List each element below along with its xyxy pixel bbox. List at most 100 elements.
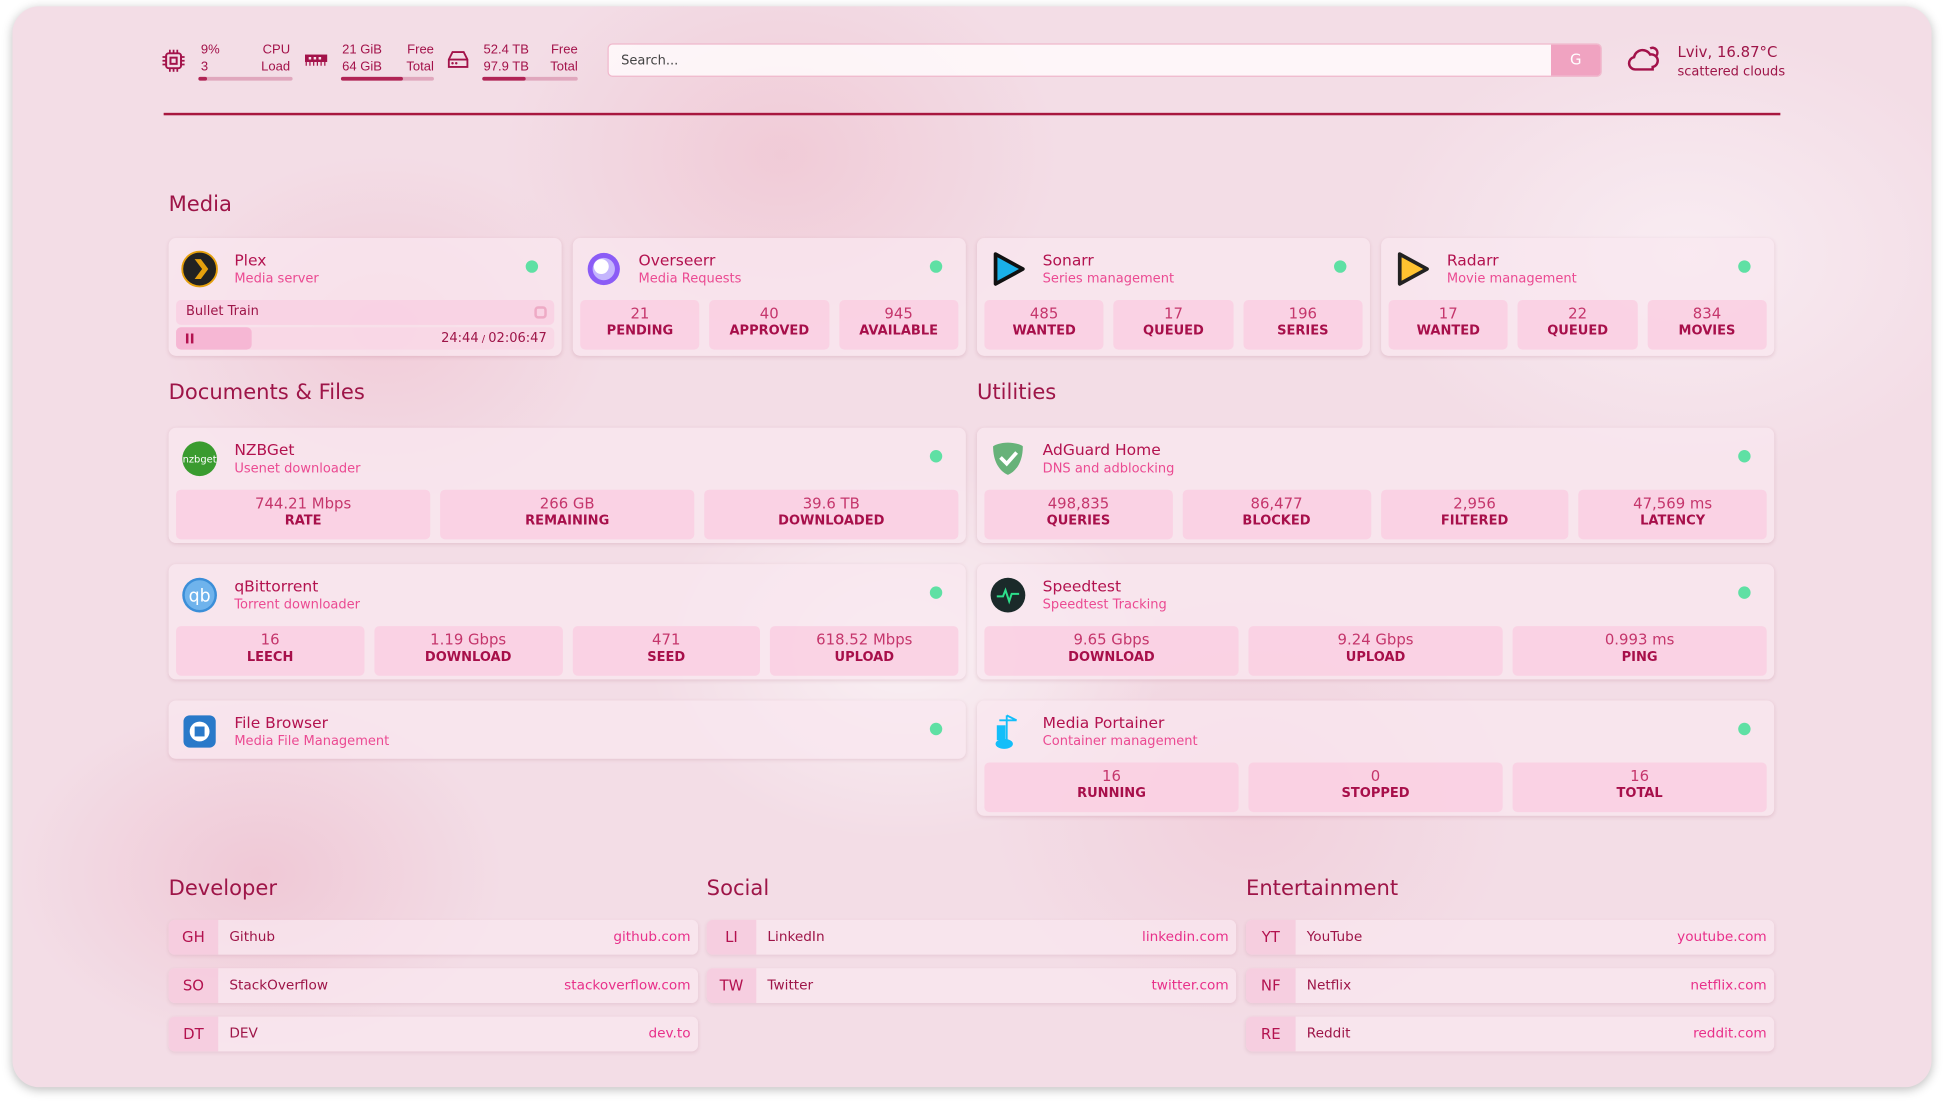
service-description: Usenet downloader — [234, 461, 361, 477]
bookmark-linkedin[interactable]: LI LinkedIn linkedin.com — [706, 919, 1237, 955]
service-stats: 17 WANTED 22 QUEUED 834 MOVIES — [1388, 300, 1767, 350]
service-name: Speedtest — [1042, 576, 1122, 596]
status-dot — [1738, 586, 1751, 599]
status-dot — [1334, 260, 1347, 273]
stat-block: 196 SERIES — [1243, 300, 1363, 350]
bookmark-twitter[interactable]: TW Twitter twitter.com — [706, 968, 1237, 1003]
service-description: Media File Management — [234, 733, 390, 749]
stat-value: 618.52 Mbps — [816, 631, 913, 649]
stat-label: WANTED — [1416, 323, 1480, 339]
filebrowser-icon — [181, 713, 218, 750]
service-name: NZBGet — [234, 440, 295, 459]
service-description: Series management — [1042, 271, 1175, 287]
stat-block: 0 STOPPED — [1248, 762, 1503, 813]
stat-block: 22 QUEUED — [1517, 300, 1638, 350]
cpu-bar — [198, 76, 293, 81]
stat-block: 39.6 TB DOWNLOADED — [704, 489, 959, 540]
stat-label: STOPPED — [1341, 786, 1410, 801]
service-name: qBittorrent — [234, 576, 319, 596]
stat-value: 471 — [652, 631, 681, 649]
bookmark-url[interactable]: linkedin.com — [1142, 928, 1229, 945]
bookmark-dev[interactable]: DT DEV dev.to — [168, 1016, 699, 1052]
stat-block: 834 MOVIES — [1647, 300, 1767, 350]
disk-icon — [447, 51, 469, 68]
bookmark-stackoverflow[interactable]: SO StackOverflow stackoverflow.com — [168, 968, 699, 1003]
stat-label: REMAINING — [525, 513, 610, 529]
service-name: Radarr — [1446, 250, 1499, 270]
stat-value: 0 — [1370, 767, 1381, 785]
service-card-file-browser[interactable]: File Browser Media File Management — [168, 700, 966, 759]
stat-value: 47,569 ms — [1633, 494, 1713, 513]
service-card-media-portainer[interactable]: Media Portainer Container management 16 RUN… — [976, 700, 1775, 816]
bookmark-name: Netflix — [1306, 976, 1352, 994]
stat-label: MOVIES — [1678, 323, 1736, 339]
stat-label: APPROVED — [729, 323, 810, 339]
search-input[interactable] — [608, 44, 1551, 76]
bookmark-name: LinkedIn — [767, 928, 825, 945]
stat-block: 1.19 Gbps DOWNLOAD — [374, 626, 563, 676]
cloud-sun-icon — [1627, 46, 1659, 71]
service-card-sonarr[interactable]: Sonarr Series management 485 WANTED 17 QUEUED… — [976, 238, 1370, 356]
pause-icon[interactable] — [185, 333, 189, 344]
stat-label: SEED — [647, 649, 686, 665]
stat-block: 47,569 ms LATENCY — [1578, 489, 1767, 540]
stat-block: 21 PENDING — [580, 300, 700, 350]
bookmark-group-social: Social — [706, 876, 770, 902]
stat-label: QUEUED — [1143, 323, 1204, 339]
bookmark-netflix[interactable]: NF Netflix netflix.com — [1245, 968, 1775, 1003]
stat-label: LEECH — [246, 649, 294, 665]
bookmark-name: YouTube — [1306, 928, 1363, 945]
service-card-plex[interactable]: Plex Media server Bullet Train 24:44 / 02:0… — [168, 238, 562, 356]
stat-label: RUNNING — [1077, 786, 1146, 801]
service-card-speedtest[interactable]: Speedtest Speedtest Tracking 9.65 Gbps DOWN… — [976, 564, 1775, 680]
current-time: 24:44 — [441, 331, 479, 346]
bookmark-url[interactable]: github.com — [613, 928, 691, 945]
service-description: Movie management — [1446, 271, 1577, 287]
status-dot — [1738, 722, 1751, 736]
service-card-qbittorrent[interactable]: qb qBittorrent Torrent downloader 16 LEECH 1.… — [168, 564, 966, 680]
bookmark-group-entertainment: Entertainment — [1245, 876, 1399, 902]
bookmark-reddit[interactable]: RE Reddit reddit.com — [1245, 1016, 1775, 1052]
service-card-overseerr[interactable]: Overseerr Media Requests 21 PENDING 40 APPROV… — [572, 238, 966, 356]
bookmark-url[interactable]: youtube.com — [1677, 928, 1767, 945]
bookmark-url[interactable]: twitter.com — [1151, 976, 1229, 994]
overseerr-icon — [585, 250, 622, 287]
stat-value: 744.21 Mbps — [254, 494, 352, 513]
bookmark-url[interactable]: netflix.com — [1690, 976, 1767, 994]
stat-value: 22 — [1568, 304, 1588, 323]
playback-progress[interactable]: 24:44 / 02:06:47 — [176, 327, 555, 350]
search-provider-button[interactable]: G — [1550, 44, 1601, 76]
service-stats: 16 LEECH 1.19 Gbps DOWNLOAD 471 SEED 618.52 Mb… — [176, 626, 959, 676]
weather-condition: scattered clouds — [1677, 64, 1786, 80]
service-name: AdGuard Home — [1042, 440, 1161, 459]
service-card-adguard-home[interactable]: AdGuard Home DNS and adblocking 498,835 QUE… — [976, 427, 1775, 544]
bookmark-url[interactable]: dev.to — [648, 1025, 691, 1042]
stream-info-icon[interactable] — [534, 306, 547, 319]
stat-block: 945 AVAILABLE — [838, 300, 959, 350]
service-card-nzbget[interactable]: nzbget NZBGet Usenet downloader 744.21 Mbps… — [168, 427, 966, 544]
bookmark-abbreviation: DT — [168, 1016, 219, 1052]
service-name: Sonarr — [1042, 250, 1094, 270]
status-dot — [929, 450, 943, 463]
bookmark-github[interactable]: GH Github github.com — [168, 919, 699, 955]
stat-value: 17 — [1438, 304, 1458, 323]
memory-bar — [340, 76, 434, 81]
disk-free: 52.4 TB — [483, 42, 529, 58]
bookmark-url[interactable]: reddit.com — [1693, 1025, 1767, 1042]
memory-free: 21 GiB — [342, 42, 382, 58]
service-card-radarr[interactable]: Radarr Movie management 17 WANTED 22 QUEUED 83… — [1381, 238, 1775, 356]
stat-label: FILTERED — [1440, 513, 1509, 529]
stat-label: DOWNLOAD — [1068, 649, 1155, 665]
bookmark-url[interactable]: stackoverflow.com — [564, 976, 691, 994]
stat-block: 485 WANTED — [984, 300, 1104, 350]
bookmark-name: Github — [229, 928, 276, 945]
stat-value: 16 — [260, 631, 280, 649]
adguard-icon — [989, 440, 1026, 477]
stat-block: 0.993 ms PING — [1512, 626, 1767, 676]
stat-label: LATENCY — [1640, 513, 1706, 529]
bookmark-name: StackOverflow — [229, 976, 329, 994]
bookmark-youtube[interactable]: YT YouTube youtube.com — [1245, 919, 1775, 955]
stat-block: 618.52 Mbps UPLOAD — [770, 626, 959, 676]
bookmark-name: Reddit — [1306, 1025, 1351, 1042]
